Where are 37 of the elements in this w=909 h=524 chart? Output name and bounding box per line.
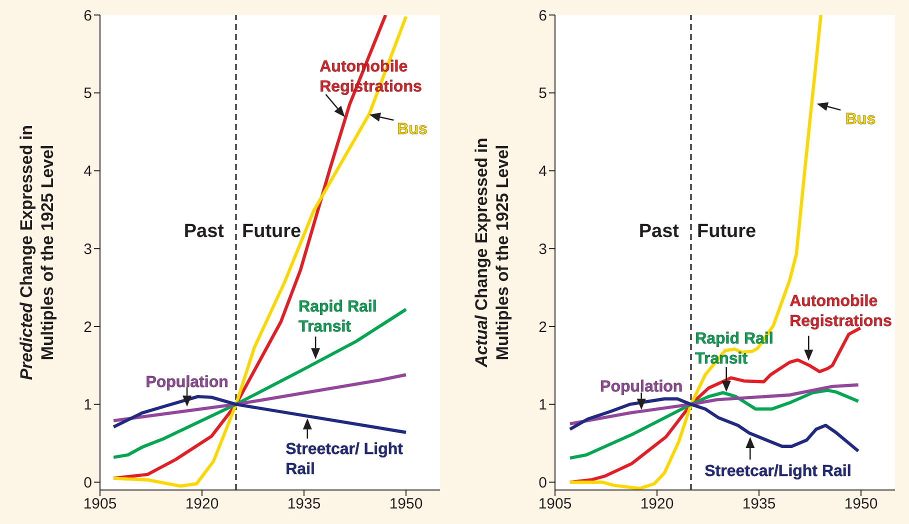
y-tick-label: 5 bbox=[84, 85, 92, 102]
annotation: Future bbox=[697, 220, 756, 242]
y-tick-label: 4 bbox=[538, 163, 547, 180]
text: Bus bbox=[845, 110, 876, 128]
x-tick-label: 1905 bbox=[83, 496, 117, 513]
line-series bbox=[112, 373, 408, 422]
annotation: Past bbox=[638, 220, 680, 242]
series-label: Rapid Rail Transit bbox=[298, 298, 377, 336]
y-tick-label: 6 bbox=[84, 7, 92, 24]
annotation: Past bbox=[184, 220, 225, 242]
y-tick-label: 2 bbox=[538, 318, 547, 336]
y-tick-label: 1 bbox=[538, 396, 547, 414]
line-series bbox=[568, 397, 860, 453]
series-label: Streetcar/ Light Rail bbox=[286, 440, 404, 478]
x-tick-label: 1920 bbox=[640, 496, 674, 513]
y-tick-label: 4 bbox=[84, 163, 92, 180]
y-tick-label: 3 bbox=[538, 240, 547, 258]
line-series bbox=[112, 394, 408, 434]
y-tick-label: 6 bbox=[538, 7, 547, 24]
series-label: Automobile Registrations bbox=[790, 293, 892, 330]
x-tick-label: 1950 bbox=[389, 496, 423, 513]
y-tick-label: 1 bbox=[84, 396, 92, 414]
x-tick-label: 1905 bbox=[538, 496, 572, 513]
series-label: Population bbox=[600, 378, 683, 396]
series-label: Streetcar/Light Rail bbox=[704, 462, 852, 480]
y-tick-label: 0 bbox=[538, 474, 547, 492]
x-tick-label: 1920 bbox=[185, 496, 219, 513]
series-label: Bus bbox=[397, 120, 428, 138]
y-tick-label: 3 bbox=[84, 240, 92, 258]
annotation: Future bbox=[242, 220, 302, 242]
x-tick-label: 1950 bbox=[844, 496, 878, 513]
y-tick-label: 5 bbox=[538, 85, 547, 102]
y-tick-label: 2 bbox=[84, 318, 92, 336]
x-tick-label: 1935 bbox=[287, 496, 321, 513]
y-tick-label: 0 bbox=[84, 474, 92, 492]
series-label: Population bbox=[146, 374, 228, 391]
x-tick-label: 1935 bbox=[742, 496, 776, 513]
